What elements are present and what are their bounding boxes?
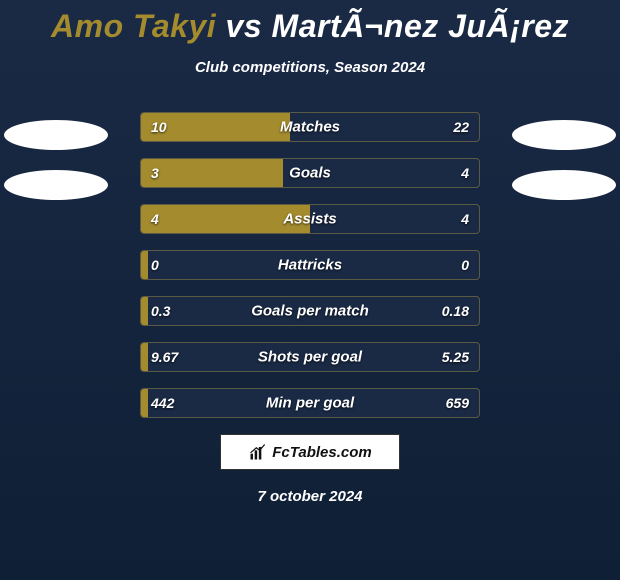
placeholder-ellipse	[4, 170, 108, 200]
stat-left-value: 4	[151, 211, 159, 227]
stat-row: 0.3 Goals per match 0.18	[140, 296, 480, 326]
subtitle: Club competitions, Season 2024	[0, 59, 620, 76]
stat-label: Goals per match	[251, 303, 369, 320]
watermark: FcTables.com	[220, 434, 400, 470]
stat-label: Assists	[283, 211, 336, 228]
comparison-title: Amo Takyi vs MartÃ¬nez JuÃ¡rez	[0, 0, 620, 45]
player1-badge-stack	[4, 120, 114, 220]
placeholder-ellipse	[4, 120, 108, 150]
stat-label: Min per goal	[266, 395, 354, 412]
stat-right-value: 0.18	[442, 303, 469, 319]
stat-right-value: 4	[461, 211, 469, 227]
stat-row: 0 Hattricks 0	[140, 250, 480, 280]
stat-left-value: 0	[151, 257, 159, 273]
stat-row: 10 Matches 22	[140, 112, 480, 142]
stat-row: 4 Assists 4	[140, 204, 480, 234]
player1-name: Amo Takyi	[51, 8, 216, 44]
stat-left-value: 10	[151, 119, 167, 135]
stat-right-value: 5.25	[442, 349, 469, 365]
stat-left-value: 442	[151, 395, 174, 411]
stat-left-value: 9.67	[151, 349, 178, 365]
stat-row: 442 Min per goal 659	[140, 388, 480, 418]
placeholder-ellipse	[512, 170, 616, 200]
stat-fill	[141, 159, 283, 187]
stat-right-value: 22	[453, 119, 469, 135]
stat-fill	[141, 343, 148, 371]
player2-badge-stack	[506, 120, 616, 220]
placeholder-ellipse	[512, 120, 616, 150]
stat-row: 9.67 Shots per goal 5.25	[140, 342, 480, 372]
vs-text: vs	[226, 8, 263, 44]
player2-name: MartÃ¬nez JuÃ¡rez	[272, 8, 569, 44]
stat-left-value: 0.3	[151, 303, 170, 319]
stat-right-value: 4	[461, 165, 469, 181]
stat-label: Hattricks	[278, 257, 342, 274]
footer-date: 7 october 2024	[0, 488, 620, 505]
stat-right-value: 0	[461, 257, 469, 273]
stat-fill	[141, 389, 148, 417]
chart-icon	[248, 442, 268, 462]
stat-label: Shots per goal	[258, 349, 362, 366]
stat-right-value: 659	[446, 395, 469, 411]
stat-row: 3 Goals 4	[140, 158, 480, 188]
stat-fill	[141, 251, 148, 279]
stat-label: Matches	[280, 119, 340, 136]
watermark-text: FcTables.com	[272, 444, 371, 461]
comparison-bars: 10 Matches 22 3 Goals 4 4 Assists 4 0 Hattricks 0 0.…	[140, 112, 480, 418]
stat-label: Goals	[289, 165, 331, 182]
stat-fill	[141, 297, 148, 325]
stat-left-value: 3	[151, 165, 159, 181]
